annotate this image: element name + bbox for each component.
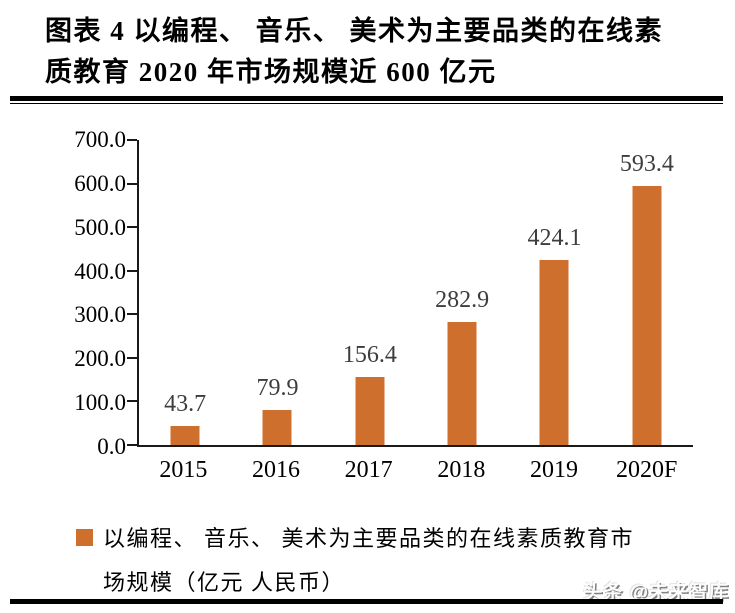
figure-title-line2: 质教育 2020 年市场规模近 600 亿元 xyxy=(45,57,497,87)
bar-2017 xyxy=(355,376,385,445)
y-axis-tick-label: 700.0 xyxy=(74,127,126,152)
y-axis-tick-label: 600.0 xyxy=(74,170,126,196)
y-axis-tick-mark xyxy=(127,400,137,403)
bar-2015 xyxy=(170,425,200,445)
x-axis-label-2018: 2018 xyxy=(437,457,486,483)
title-divider-thick-rule xyxy=(10,96,723,101)
x-axis-label-2017: 2017 xyxy=(344,457,393,483)
y-axis-tick-mark xyxy=(127,313,137,316)
y-axis-tick-labels: 700.0 600.0 500.0 400.0 300.0 200.0 100.0 0.0 xyxy=(0,127,126,459)
x-axis-label-2015: 2015 xyxy=(159,457,208,483)
bar-slot-2019: 424.1 xyxy=(508,140,600,445)
bar-slot-2018: 282.9 xyxy=(416,140,508,445)
y-axis-tick-label: 100.0 xyxy=(74,390,126,416)
y-axis-tick-label: 300.0 xyxy=(74,302,126,328)
bar-value-label: 593.4 xyxy=(619,151,674,178)
y-axis-tick-mark xyxy=(127,139,137,141)
y-axis-tick-label: 400.0 xyxy=(74,258,126,284)
bar-slot-2020F: 593.4 xyxy=(601,140,693,445)
bar-value-label: 424.1 xyxy=(527,225,582,252)
y-axis-tick-mark xyxy=(127,269,137,272)
legend-label: 以编程、 音乐、 美术为主要品类的在线素质教育市 场规模（亿元 人民币） xyxy=(103,517,634,605)
bar-2016 xyxy=(262,410,292,445)
title-divider-thin-rule xyxy=(10,103,723,104)
bar-2020F xyxy=(632,186,662,445)
x-axis-category-labels: 2015 2016 2017 2018 2019 2020F xyxy=(137,457,693,484)
bar-slot-2017: 156.4 xyxy=(324,140,416,445)
bar-2019 xyxy=(539,260,569,445)
y-axis-tick-mark xyxy=(127,356,137,359)
x-axis-label-2020F: 2020F xyxy=(616,457,678,483)
legend-swatch-icon xyxy=(76,529,93,546)
bar-value-label: 79.9 xyxy=(256,375,299,402)
bar-chart-plot-area: 43.7 79.9 156.4 282.9 424.1 593.4 xyxy=(127,139,693,447)
watermark-text: 头条 @未来智库 xyxy=(583,582,729,603)
bar-slot-2015: 43.7 xyxy=(139,140,231,445)
y-axis-tick-label: 500.0 xyxy=(74,214,126,240)
y-axis-tick-mark xyxy=(127,444,137,446)
x-axis-label-2019: 2019 xyxy=(530,457,579,483)
bar-slot-2016: 79.9 xyxy=(231,140,323,445)
bar-value-label: 43.7 xyxy=(164,390,207,417)
bar-value-label: 282.9 xyxy=(435,286,490,313)
legend-label-line1: 以编程、 音乐、 美术为主要品类的在线素质教育市 xyxy=(103,526,635,551)
figure-title-line1: 图表 4 以编程、 音乐、 美术为主要品类的在线素 xyxy=(45,16,663,46)
legend-label-line2: 场规模（亿元 人民币） xyxy=(103,570,346,595)
x-axis-label-2016: 2016 xyxy=(252,457,300,483)
chart-legend: 以编程、 音乐、 美术为主要品类的在线素质教育市 场规模（亿元 人民币） xyxy=(76,517,634,605)
bar-2018 xyxy=(447,321,477,445)
y-axis-tick-mark xyxy=(127,182,137,185)
y-axis-tick-label: 200.0 xyxy=(74,346,126,372)
bottom-rule xyxy=(10,599,723,604)
bar-value-label: 156.4 xyxy=(342,341,397,368)
y-axis-tick-label: 0.0 xyxy=(97,434,126,459)
figure-title: 图表 4 以编程、 音乐、 美术为主要品类的在线素 质教育 2020 年市场规模… xyxy=(45,11,720,93)
title-divider xyxy=(10,96,723,104)
y-axis-tick-mark xyxy=(127,226,137,229)
